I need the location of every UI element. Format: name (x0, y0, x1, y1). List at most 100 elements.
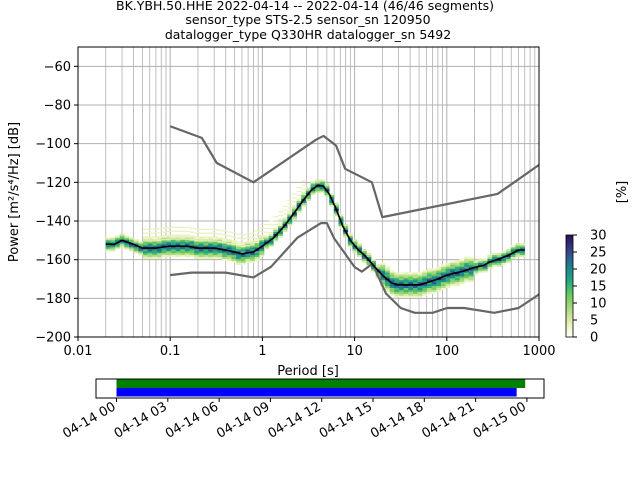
heatmap-cell (231, 245, 237, 248)
colorbar-tick-label: 30 (590, 229, 607, 244)
heatmap-cell (250, 240, 256, 242)
heatmap-cell (161, 241, 167, 244)
heatmap-cell (422, 283, 428, 287)
heatmap-cell (385, 266, 391, 269)
heatmap-cell (506, 249, 512, 252)
heatmap-cell (301, 192, 307, 196)
heatmap-cell (375, 266, 381, 269)
heatmap-cell (389, 293, 395, 296)
heatmap-cell (222, 230, 228, 232)
heatmap-cell (417, 289, 423, 292)
heatmap-cell (459, 258, 465, 261)
heatmap-cell (226, 243, 232, 246)
coverage-tick-label: 04-14 12 (266, 399, 324, 441)
heatmap-cell (259, 250, 265, 254)
heatmap-cell (240, 254, 246, 258)
heatmap-cell (478, 266, 484, 269)
heatmap-cell (399, 289, 404, 292)
heatmap-cell (380, 266, 386, 269)
heatmap-cell (436, 281, 442, 285)
heatmap-cell (450, 262, 456, 265)
coverage-bars (116, 379, 526, 397)
heatmap-cell (240, 256, 246, 259)
heatmap-cell (417, 279, 423, 283)
heatmap-cell (412, 278, 418, 281)
heatmap-cell (291, 197, 297, 199)
heatmap-cell (487, 258, 493, 261)
heatmap-cell (180, 239, 186, 242)
coverage-bar (116, 379, 526, 388)
heatmap-cell (478, 258, 484, 261)
heatmap-cell (184, 249, 190, 252)
heatmap-cell (152, 243, 158, 246)
heatmap-cell (389, 279, 395, 283)
heatmap-cell (189, 250, 195, 254)
heatmap-cell (259, 238, 265, 241)
heatmap-cell (445, 272, 451, 275)
heatmap-cell (361, 250, 367, 254)
heatmap-cell (203, 252, 209, 256)
heatmap-cell (170, 252, 176, 256)
heatmap-cell (305, 194, 311, 198)
heatmap-cell (152, 250, 158, 254)
heatmap-cell (133, 239, 139, 242)
heatmap-cell (408, 287, 414, 290)
heatmap-cell (501, 260, 507, 263)
heatmap-cell (403, 274, 409, 277)
heatmap-cell (301, 200, 307, 203)
heatmap-cell (459, 264, 465, 267)
heatmap-cell (291, 206, 297, 209)
heatmap-cell (147, 250, 153, 254)
heatmap-cell (343, 223, 349, 227)
heatmap-cell (250, 243, 256, 246)
heatmap-cell (333, 202, 339, 205)
heatmap-cell (152, 228, 158, 230)
heatmap-cell (180, 238, 186, 240)
heatmap-cell (208, 254, 214, 258)
heatmap-cell (245, 258, 251, 261)
heatmap-cell (217, 233, 223, 235)
heatmap-cell (138, 252, 144, 256)
heatmap-cell (394, 274, 400, 277)
heatmap-cell (296, 200, 302, 203)
heatmap-cell (236, 256, 242, 259)
heatmap-cell (254, 247, 260, 250)
heatmap-cell (110, 239, 116, 242)
heatmap-cell (236, 245, 242, 247)
heatmap-cell (399, 285, 404, 288)
heatmap-cell (468, 268, 474, 271)
heatmap-cell (357, 252, 363, 256)
heatmap-cell (343, 225, 349, 229)
heatmap-cell (492, 256, 498, 259)
heatmap-cell (492, 264, 498, 267)
heatmap-cell (473, 268, 479, 271)
heatmap-cell (426, 285, 432, 288)
heatmap-cell (291, 193, 297, 195)
heatmap-cell (259, 235, 265, 238)
heatmap-cell (468, 279, 474, 283)
heatmap-cell (203, 250, 209, 254)
heatmap-cell (259, 249, 265, 252)
heatmap-cell (399, 287, 404, 290)
heatmap-cell (440, 272, 446, 275)
heatmap-cell (156, 243, 162, 246)
heatmap-cell (426, 283, 432, 287)
heatmap-cell (492, 252, 498, 256)
heatmap-cell (291, 218, 297, 221)
heatmap-cell (436, 272, 442, 275)
heatmap-cell (212, 243, 218, 246)
heatmap-cell (203, 232, 209, 234)
heatmap-cell (520, 247, 526, 250)
heatmap-cell (119, 241, 125, 244)
heatmap-cell (138, 245, 144, 248)
heatmap-cell (282, 227, 288, 230)
heatmap-cell (240, 242, 246, 244)
heatmap-cell (115, 239, 121, 242)
heatmap-cell (217, 237, 223, 239)
heatmap-cell (226, 250, 232, 254)
heatmap-cell (208, 245, 214, 248)
heatmap-cell (385, 276, 391, 279)
heatmap-cell (138, 241, 144, 244)
heatmap-cell (464, 270, 470, 273)
heatmap-cell (431, 272, 437, 275)
